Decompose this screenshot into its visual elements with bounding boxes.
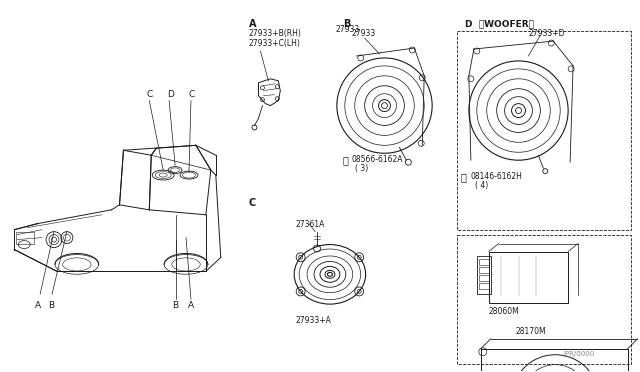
Text: A: A — [248, 19, 256, 29]
Text: 28170M: 28170M — [516, 327, 546, 336]
Text: D: D — [167, 90, 174, 99]
Bar — [457, 31, 630, 230]
Bar — [479, 275, 489, 281]
Text: 27361A: 27361A — [295, 220, 324, 229]
Text: ( 3): ( 3) — [355, 164, 368, 173]
Text: 27933: 27933 — [352, 29, 376, 38]
Text: D  〈WOOFER〉: D 〈WOOFER〉 — [465, 19, 534, 28]
Text: Ⓢ: Ⓢ — [461, 172, 467, 182]
Bar — [479, 283, 489, 289]
Bar — [489, 251, 568, 303]
Bar — [457, 235, 630, 364]
Bar — [479, 259, 489, 265]
Bar — [16, 232, 34, 244]
Text: 28060M: 28060M — [489, 307, 520, 316]
Text: 27933+D: 27933+D — [529, 29, 565, 38]
Text: B: B — [48, 301, 54, 310]
Text: 27933+C(LH): 27933+C(LH) — [248, 39, 300, 48]
Text: B: B — [343, 19, 350, 29]
Text: JPR/0000: JPR/0000 — [563, 351, 595, 357]
Text: 27933+A: 27933+A — [295, 316, 331, 325]
Bar — [477, 256, 491, 294]
Text: ( 4): ( 4) — [475, 181, 488, 190]
Text: 08566-6162A: 08566-6162A — [352, 155, 403, 164]
Bar — [479, 267, 489, 273]
Text: B: B — [172, 301, 178, 310]
Text: C: C — [248, 198, 256, 208]
Text: Ⓢ: Ⓢ — [343, 155, 349, 165]
Text: 08146-6162H: 08146-6162H — [471, 172, 523, 181]
Text: A: A — [35, 301, 41, 310]
Text: 27933: 27933 — [335, 25, 360, 34]
Text: C: C — [189, 90, 195, 99]
Text: C: C — [147, 90, 152, 99]
Bar — [481, 349, 628, 372]
Text: A: A — [188, 301, 194, 310]
Text: 27933+B(RH): 27933+B(RH) — [248, 29, 301, 38]
